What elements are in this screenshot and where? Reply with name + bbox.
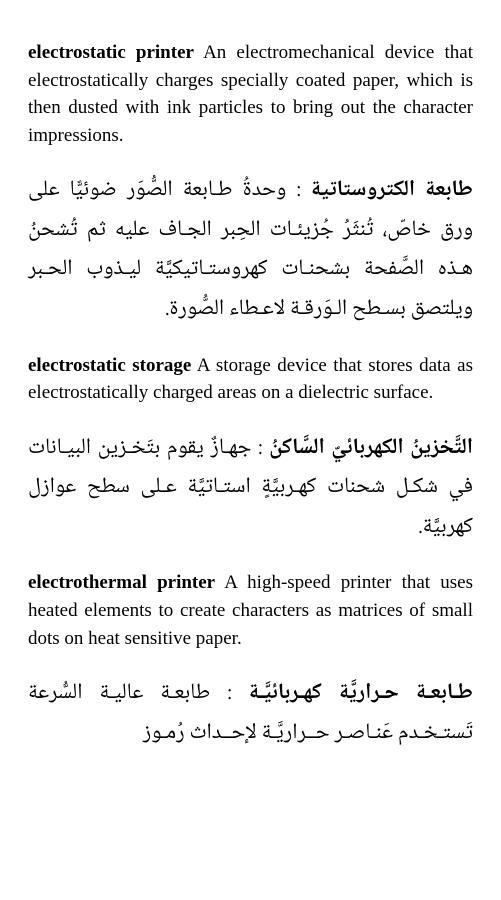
arabic-block: طابعة الكتروستاتية : وحدةُ طـابعة الصُّو… bbox=[28, 171, 473, 329]
english-block: electrothermal printer A high-speed prin… bbox=[28, 569, 473, 652]
arabic-block: التَّخزينُ الكهربائيّ السَّاكنُ : جهـازٌ… bbox=[28, 429, 473, 548]
english-term: electrostatic printer bbox=[28, 42, 194, 63]
arabic-term: طابعة الكتروستاتية bbox=[311, 171, 473, 209]
arabic-block: طـابعـة حـراريَّة كهـربائيَّـة : طابعـة … bbox=[28, 674, 473, 753]
arabic-term: التَّخزينُ الكهربائيّ السَّاكنُ bbox=[269, 429, 473, 467]
english-term: electrostatic storage bbox=[28, 355, 191, 376]
english-block: electrostatic storage A storage device t… bbox=[28, 352, 473, 407]
english-term: electrothermal printer bbox=[28, 572, 215, 593]
dictionary-entry: electrostatic printer An electromechanic… bbox=[28, 39, 473, 330]
english-block: electrostatic printer An electromechanic… bbox=[28, 39, 473, 149]
dictionary-entry: electrothermal printer A high-speed prin… bbox=[28, 569, 473, 753]
dictionary-entry: electrostatic storage A storage device t… bbox=[28, 352, 473, 548]
arabic-term: طـابعـة حـراريَّة كهـربائيَّـة bbox=[249, 674, 473, 712]
